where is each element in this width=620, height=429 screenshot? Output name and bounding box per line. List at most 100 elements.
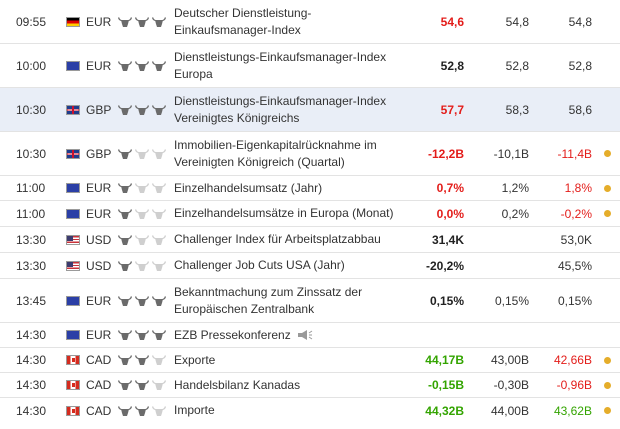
event-name[interactable]: Challenger Job Cuts USA (Jahr)	[174, 258, 345, 272]
bull-icon-active	[152, 16, 166, 27]
event-row[interactable]: 14:30 CAD Handelsbilanz Kanadas -0,15B -0,30…	[0, 372, 620, 397]
previous-value: 58,6	[568, 102, 592, 117]
bull-icon-inactive	[135, 234, 149, 245]
canada-flag-icon	[66, 405, 80, 416]
previous-value: 42,66B	[553, 353, 592, 367]
bull-icon-active	[135, 16, 149, 27]
revision-dot-icon	[604, 184, 611, 192]
event-time: 11:00	[16, 206, 46, 221]
importance-rating	[117, 208, 167, 220]
bull-icon-active	[118, 208, 132, 219]
event-name[interactable]: Importe	[174, 403, 215, 417]
event-name[interactable]: Handelsbilanz Kanadas	[174, 377, 301, 392]
bull-icon-active	[118, 60, 132, 71]
eu-flag-icon	[66, 60, 80, 71]
importance-rating	[117, 148, 167, 160]
event-name[interactable]: Einzelhandelsumsatz (Jahr)	[174, 180, 323, 195]
forecast-value: 43,00B	[490, 353, 529, 367]
event-currency: CAD	[86, 403, 112, 418]
previous-value: 0,15%	[557, 293, 592, 308]
revision-dot-icon	[604, 381, 611, 389]
eu-flag-icon	[66, 183, 80, 193]
event-name[interactable]: Exporte	[174, 352, 216, 367]
actual-value: 31,4K	[431, 232, 464, 247]
eu-flag-icon	[66, 330, 80, 340]
event-row[interactable]: 13:30 USD Challenger Job Cuts USA (Jahr) -2…	[0, 252, 620, 278]
bull-icon-active	[152, 104, 166, 115]
event-row[interactable]: 13:45 EUR Bekanntmachung zum Zinssatz der …	[0, 278, 620, 322]
revision-dot-icon	[604, 210, 611, 217]
previous-value: 52,8	[568, 58, 592, 73]
event-currency: EUR	[86, 293, 112, 308]
event-name[interactable]: Bekanntmachung zum Zinssatz der Europäis…	[174, 284, 363, 316]
event-row[interactable]: 13:30 USD Challenger Index für Arbeitsplat…	[0, 226, 620, 252]
event-time: 10:30	[16, 102, 47, 117]
bull-icon-active	[152, 60, 166, 71]
event-time: 14:30	[16, 378, 47, 392]
bull-icon-active	[152, 330, 166, 340]
event-row[interactable]: 14:30 CAD Exporte 44,17B 43,00B 42,66B	[0, 347, 620, 372]
importance-rating	[117, 295, 167, 307]
bull-icon-inactive	[135, 183, 149, 193]
previous-value: 53,0K	[560, 232, 592, 247]
event-row[interactable]: 14:30 EUR EZB Pressekonferenz	[0, 322, 620, 347]
bull-icon-active	[118, 16, 132, 27]
event-name[interactable]: Dienstleistungs-Einkaufsmanager-Index Ve…	[174, 93, 387, 125]
event-row[interactable]: 10:30 GBP Immobilien-Eigenkapitalrücknahme…	[0, 131, 620, 175]
bull-icon-inactive	[135, 208, 149, 219]
event-row[interactable]: 11:00 EUR Einzelhandelsumsätze in Europa (…	[0, 200, 620, 226]
event-name[interactable]: Deutscher Dienstleistung-Einkaufsmanager…	[174, 5, 312, 37]
bull-icon-inactive	[152, 208, 166, 219]
bull-icon-active	[135, 104, 149, 115]
bull-icon-inactive	[152, 234, 166, 245]
revision-dot-icon	[604, 407, 611, 414]
forecast-value: -10,1B	[493, 146, 529, 161]
bull-icon-inactive	[152, 183, 166, 193]
bull-icon-active	[135, 380, 149, 390]
actual-value: 0,7%	[436, 181, 464, 195]
event-time: 14:30	[16, 353, 47, 367]
bull-icon-active	[118, 104, 132, 115]
bull-icon-active	[152, 295, 166, 306]
bull-icon-inactive	[152, 380, 166, 390]
event-time: 14:30	[16, 403, 47, 418]
actual-value: 52,8	[440, 58, 464, 73]
event-row[interactable]: 10:00 EUR Dienstleistungs-Einkaufsmanager-…	[0, 43, 620, 87]
previous-value: -0,96B	[556, 378, 592, 392]
event-name[interactable]: Challenger Index für Arbeitsplatzabbau	[174, 232, 381, 246]
importance-rating	[117, 16, 167, 28]
event-row[interactable]: 11:00 EUR Einzelhandelsumsatz (Jahr) 0,7% 1,…	[0, 175, 620, 200]
actual-value: 44,17B	[425, 353, 464, 367]
speech-icon[interactable]	[297, 330, 313, 341]
event-currency: EUR	[86, 58, 112, 73]
bull-icon-active	[135, 355, 149, 365]
actual-value: -0,15B	[427, 378, 464, 392]
event-currency: GBP	[86, 146, 112, 161]
importance-rating	[117, 329, 167, 341]
event-currency: EUR	[86, 181, 112, 195]
forecast-value: 54,8	[505, 14, 529, 29]
event-currency: EUR	[86, 328, 112, 342]
event-name[interactable]: Dienstleistungs-Einkaufsmanager-Index Eu…	[174, 49, 387, 81]
event-name[interactable]: Einzelhandelsumsätze in Europa (Monat)	[174, 206, 394, 220]
event-name[interactable]: EZB Pressekonferenz	[174, 327, 406, 344]
forecast-value: 0,15%	[494, 293, 529, 308]
event-time: 14:30	[16, 328, 47, 342]
importance-rating	[117, 354, 167, 366]
eu-flag-icon	[66, 295, 80, 306]
event-row[interactable]: 09:55 EUR Deutscher Dienstleistung-Einkauf…	[0, 0, 620, 43]
revision-dot-icon	[604, 356, 611, 364]
actual-value: 57,7	[440, 102, 464, 117]
bull-icon-inactive	[152, 148, 166, 159]
bull-icon-inactive	[152, 355, 166, 365]
event-currency: USD	[86, 258, 112, 273]
event-row[interactable]: 14:30 CAD Importe 44,32B 44,00B 43,62B	[0, 397, 620, 423]
canada-flag-icon	[66, 355, 80, 365]
event-row[interactable]: 10:30 GBP Dienstleistungs-Einkaufsmanager-…	[0, 87, 620, 131]
revision-dot-icon	[604, 150, 611, 157]
previous-value: 54,8	[568, 14, 592, 29]
eu-flag-icon	[66, 208, 80, 219]
bull-icon-active	[118, 295, 132, 306]
event-name[interactable]: Immobilien-Eigenkapitalrücknahme im Vere…	[174, 137, 377, 169]
event-currency: USD	[86, 232, 112, 247]
